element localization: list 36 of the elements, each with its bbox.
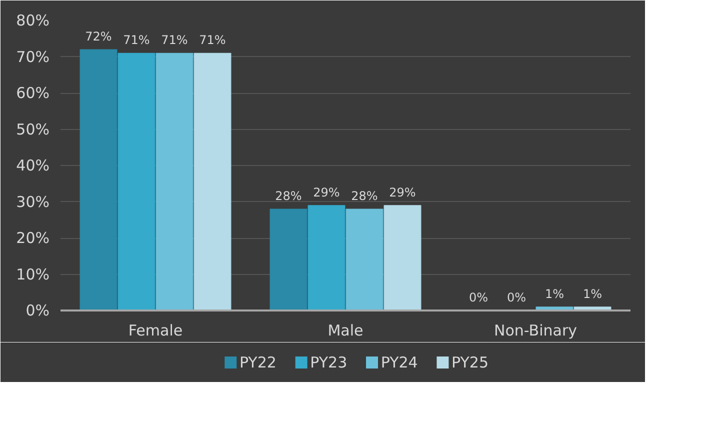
y-tick-label: 60% — [16, 84, 50, 102]
x-tick-label: Non-Binary — [494, 322, 578, 340]
data-label: 28% — [275, 189, 302, 203]
y-tick-label: 70% — [16, 48, 50, 66]
bar — [194, 52, 232, 310]
data-label: 71% — [123, 33, 150, 48]
bar — [118, 52, 156, 310]
y-tick-label: 30% — [16, 192, 50, 211]
legend-label: PY23 — [310, 354, 348, 372]
bar — [346, 208, 384, 310]
data-label: 0% — [468, 290, 488, 304]
data-label: 29% — [389, 185, 416, 200]
legend-label: PY22 — [239, 354, 276, 372]
y-tick-label: 10% — [16, 265, 50, 284]
y-tick-label: 80% — [16, 12, 50, 30]
legend-label: PY25 — [452, 354, 489, 372]
bar — [270, 208, 308, 310]
bar — [384, 205, 422, 310]
data-label: 72% — [85, 30, 112, 44]
legend-label: PY24 — [380, 354, 418, 372]
y-tick-label: 50% — [16, 120, 50, 138]
bar — [156, 52, 194, 310]
y-tick-label: 0% — [26, 302, 50, 320]
bar — [80, 49, 118, 310]
data-label: 71% — [161, 33, 188, 48]
x-tick-label: Female — [128, 322, 183, 340]
data-label: 28% — [351, 189, 378, 203]
y-tick-label: 20% — [16, 229, 50, 247]
data-label: 0% — [506, 290, 526, 304]
y-tick-label: 40% — [16, 156, 50, 174]
bar — [308, 205, 346, 310]
data-label: 1% — [582, 286, 602, 301]
data-label: 1% — [544, 286, 564, 301]
x-tick-label: Male — [328, 322, 364, 340]
data-label: 71% — [199, 33, 226, 48]
data-label: 29% — [313, 185, 340, 200]
